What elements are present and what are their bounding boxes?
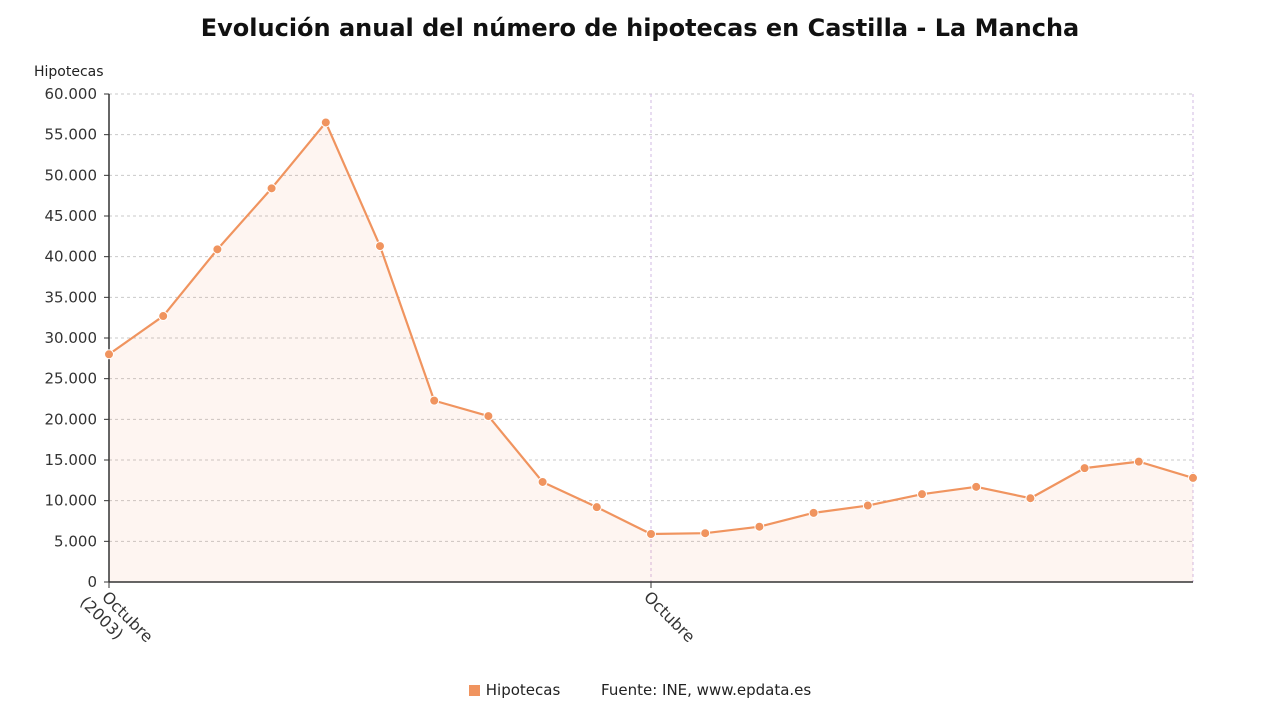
data-point xyxy=(158,311,169,322)
y-tick-label: 40.000 xyxy=(45,248,98,266)
data-point xyxy=(862,500,873,511)
data-point xyxy=(104,349,114,360)
data-point xyxy=(646,529,656,540)
data-point xyxy=(1133,456,1144,467)
data-point xyxy=(971,481,982,492)
data-point xyxy=(591,502,602,513)
x-tick-label: Octubre xyxy=(640,587,699,646)
legend-item-hipotecas: Hipotecas xyxy=(468,681,565,699)
y-tick-label: 5.000 xyxy=(54,532,97,550)
data-point xyxy=(754,521,765,532)
x-tick-label-line: Octubre xyxy=(640,587,699,646)
y-tick-label: 25.000 xyxy=(45,370,98,388)
y-tick-label: 45.000 xyxy=(45,207,98,225)
y-tick-label: 15.000 xyxy=(45,451,98,469)
legend-swatch xyxy=(468,685,480,696)
y-axis-label: Hipotecas xyxy=(34,64,104,80)
y-tick-label: 10.000 xyxy=(45,492,98,510)
data-point xyxy=(375,241,385,252)
y-tick-label: 50.000 xyxy=(45,166,98,184)
y-tick-label: 30.000 xyxy=(45,329,98,347)
source-note: Fuente: INE, www.epdata.es xyxy=(601,681,812,699)
data-point xyxy=(917,489,927,500)
chart-footer: Hipotecas Fuente: INE, www.epdata.es xyxy=(0,681,1280,699)
data-point xyxy=(483,411,494,422)
data-point xyxy=(700,528,711,539)
y-tick-label: 20.000 xyxy=(45,410,98,428)
chart-title: Evolución anual del número de hipotecas … xyxy=(200,14,1080,42)
data-point xyxy=(212,244,223,255)
y-tick-label: 0 xyxy=(87,573,97,591)
series-area xyxy=(109,122,1193,582)
y-tick-label: 35.000 xyxy=(45,288,98,306)
data-point xyxy=(808,507,819,518)
y-tick-label: 55.000 xyxy=(45,126,98,144)
data-point xyxy=(1079,463,1090,474)
data-point xyxy=(1188,472,1198,483)
x-tick-label: Octubre(2003) xyxy=(76,579,157,660)
data-point xyxy=(320,117,331,128)
legend-label: Hipotecas xyxy=(485,681,561,699)
data-point xyxy=(537,476,548,487)
y-tick-label: 60.000 xyxy=(45,85,98,103)
data-point xyxy=(429,395,440,406)
data-point xyxy=(1025,493,1036,504)
data-point xyxy=(266,183,277,194)
